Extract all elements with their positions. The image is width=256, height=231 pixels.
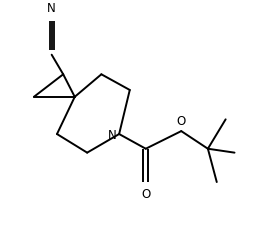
Text: N: N <box>108 128 117 141</box>
Text: O: O <box>141 187 150 200</box>
Text: N: N <box>47 2 56 15</box>
Text: O: O <box>177 114 186 127</box>
